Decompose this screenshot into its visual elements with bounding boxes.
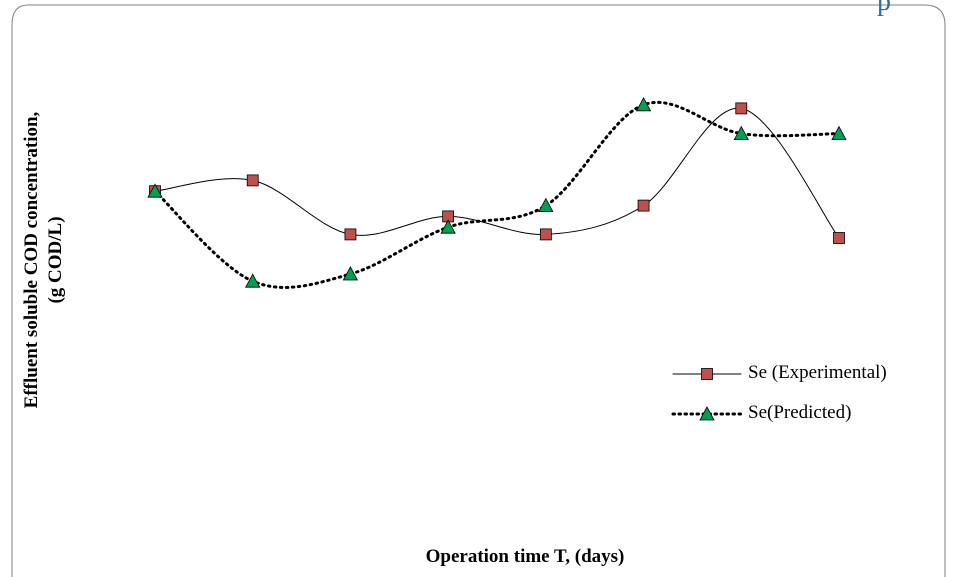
x-axis-label: Operation time T, (days) — [425, 546, 625, 567]
data-point-se-experimental-8 — [833, 232, 845, 244]
data-point-se-experimental-2 — [246, 174, 259, 187]
data-point-se-predicted-7 — [733, 125, 749, 141]
data-point-se-experimental-5 — [539, 228, 552, 241]
legend-label-experimental: Se (Experimental) — [748, 362, 887, 383]
data-point-se-predicted-6 — [635, 96, 652, 112]
data-point-se-experimental-6 — [637, 199, 650, 212]
data-point-se-predicted-5 — [538, 197, 554, 213]
data-point-se-predicted-4 — [440, 219, 456, 234]
legend-marker-se-predicted — [699, 406, 715, 421]
data-point-se-predicted-1 — [147, 183, 163, 198]
y-axis-label-line-2: (g COD/L) — [45, 216, 66, 304]
y-axis-label-line-1: Effluent soluble COD concentration, — [21, 111, 42, 409]
corner-text: p — [877, 0, 891, 17]
data-point-se-experimental-3 — [344, 228, 357, 241]
legend-marker-se-experimental — [701, 368, 713, 380]
data-point-se-predicted-8 — [831, 125, 847, 141]
series-line-se-predicted — [153, 101, 841, 289]
legend-label-predicted: Se(Predicted) — [748, 402, 852, 423]
y-axis-label: Effluent soluble COD concentration, (g C… — [20, 0, 68, 520]
data-point-se-predicted-3 — [342, 266, 359, 281]
data-point-se-experimental-7 — [735, 102, 748, 115]
data-point-se-predicted-2 — [245, 273, 261, 288]
